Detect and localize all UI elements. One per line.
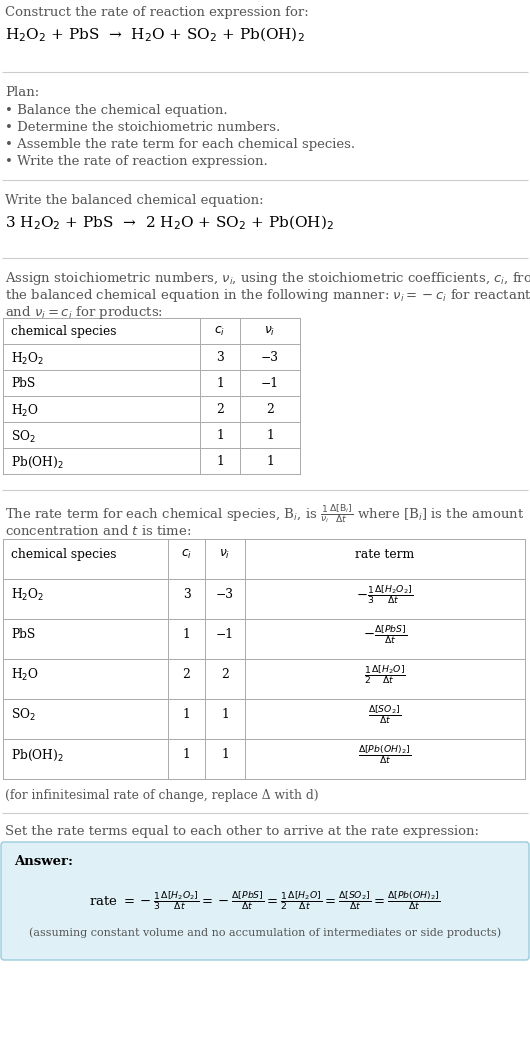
Text: (assuming constant volume and no accumulation of intermediates or side products): (assuming constant volume and no accumul…: [29, 927, 501, 937]
Text: Construct the rate of reaction expression for:: Construct the rate of reaction expressio…: [5, 6, 309, 19]
Text: H$_2$O$_2$: H$_2$O$_2$: [11, 351, 44, 367]
Text: $c_i$: $c_i$: [181, 548, 192, 561]
Text: 1: 1: [266, 455, 274, 468]
Text: 1: 1: [183, 629, 190, 641]
Text: Pb(OH)$_2$: Pb(OH)$_2$: [11, 748, 64, 763]
Text: chemical species: chemical species: [11, 548, 117, 561]
Text: 1: 1: [183, 708, 190, 722]
Text: concentration and $t$ is time:: concentration and $t$ is time:: [5, 524, 191, 538]
Text: • Assemble the rate term for each chemical species.: • Assemble the rate term for each chemic…: [5, 138, 355, 151]
Text: H$_2$O$_2$ + PbS  →  H$_2$O + SO$_2$ + Pb(OH)$_2$: H$_2$O$_2$ + PbS → H$_2$O + SO$_2$ + Pb(…: [5, 26, 305, 44]
Text: PbS: PbS: [11, 629, 36, 641]
Text: and $\nu_i = c_i$ for products:: and $\nu_i = c_i$ for products:: [5, 304, 163, 321]
Text: H$_2$O: H$_2$O: [11, 403, 39, 419]
Text: H$_2$O$_2$: H$_2$O$_2$: [11, 587, 44, 604]
Text: • Determine the stoichiometric numbers.: • Determine the stoichiometric numbers.: [5, 121, 280, 134]
Text: rate term: rate term: [356, 548, 414, 561]
Text: $-\frac{\Delta[PbS]}{\Delta t}$: $-\frac{\Delta[PbS]}{\Delta t}$: [363, 623, 407, 646]
Text: −3: −3: [261, 351, 279, 364]
Text: $\frac{1}{2}\frac{\Delta[H_2O]}{\Delta t}$: $\frac{1}{2}\frac{\Delta[H_2O]}{\Delta t…: [364, 663, 406, 686]
Text: 3: 3: [216, 351, 224, 364]
Text: 1: 1: [221, 749, 229, 761]
Text: 1: 1: [183, 749, 190, 761]
Text: Plan:: Plan:: [5, 86, 39, 99]
Text: $\nu_i$: $\nu_i$: [219, 548, 231, 561]
Text: $\frac{\Delta[Pb(OH)_2]}{\Delta t}$: $\frac{\Delta[Pb(OH)_2]}{\Delta t}$: [358, 744, 411, 767]
Text: 1: 1: [221, 708, 229, 722]
Text: −1: −1: [261, 377, 279, 390]
Text: • Balance the chemical equation.: • Balance the chemical equation.: [5, 104, 227, 117]
Text: 3 H$_2$O$_2$ + PbS  →  2 H$_2$O + SO$_2$ + Pb(OH)$_2$: 3 H$_2$O$_2$ + PbS → 2 H$_2$O + SO$_2$ +…: [5, 214, 334, 232]
Text: $-\frac{1}{3}\frac{\Delta[H_2O_2]}{\Delta t}$: $-\frac{1}{3}\frac{\Delta[H_2O_2]}{\Delt…: [356, 584, 413, 607]
Text: $\frac{\Delta[SO_2]}{\Delta t}$: $\frac{\Delta[SO_2]}{\Delta t}$: [368, 704, 402, 726]
Text: Set the rate terms equal to each other to arrive at the rate expression:: Set the rate terms equal to each other t…: [5, 825, 479, 838]
Text: Write the balanced chemical equation:: Write the balanced chemical equation:: [5, 194, 263, 207]
Text: Answer:: Answer:: [14, 855, 73, 868]
Text: −1: −1: [216, 629, 234, 641]
Text: SO$_2$: SO$_2$: [11, 707, 36, 723]
Text: 2: 2: [182, 668, 190, 682]
Text: 2: 2: [216, 403, 224, 416]
Text: $c_i$: $c_i$: [215, 325, 226, 338]
Text: • Write the rate of reaction expression.: • Write the rate of reaction expression.: [5, 155, 268, 168]
Text: Assign stoichiometric numbers, $\nu_i$, using the stoichiometric coefficients, $: Assign stoichiometric numbers, $\nu_i$, …: [5, 270, 530, 287]
Text: 3: 3: [183, 589, 190, 601]
Text: 1: 1: [216, 377, 224, 390]
Text: The rate term for each chemical species, B$_i$, is $\frac{1}{\nu_i}\frac{\Delta[: The rate term for each chemical species,…: [5, 502, 524, 525]
Text: $\nu_i$: $\nu_i$: [264, 325, 276, 338]
Text: 1: 1: [266, 429, 274, 442]
Text: 1: 1: [216, 455, 224, 468]
Text: the balanced chemical equation in the following manner: $\nu_i = -c_i$ for react: the balanced chemical equation in the fo…: [5, 287, 530, 304]
Text: rate $= -\frac{1}{3}\frac{\Delta[H_2O_2]}{\Delta t} = -\frac{\Delta[PbS]}{\Delta: rate $= -\frac{1}{3}\frac{\Delta[H_2O_2]…: [90, 889, 440, 912]
Text: 2: 2: [266, 403, 274, 416]
Text: 1: 1: [216, 429, 224, 442]
Text: Pb(OH)$_2$: Pb(OH)$_2$: [11, 455, 64, 471]
Text: SO$_2$: SO$_2$: [11, 429, 36, 446]
Text: chemical species: chemical species: [11, 325, 117, 338]
FancyBboxPatch shape: [1, 842, 529, 960]
Text: (for infinitesimal rate of change, replace Δ with d): (for infinitesimal rate of change, repla…: [5, 789, 319, 802]
Text: 2: 2: [221, 668, 229, 682]
Text: H$_2$O: H$_2$O: [11, 667, 39, 683]
Text: −3: −3: [216, 589, 234, 601]
Text: PbS: PbS: [11, 377, 36, 390]
